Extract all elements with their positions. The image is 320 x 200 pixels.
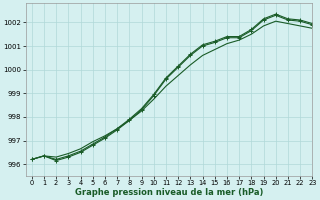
X-axis label: Graphe pression niveau de la mer (hPa): Graphe pression niveau de la mer (hPa) [75,188,263,197]
